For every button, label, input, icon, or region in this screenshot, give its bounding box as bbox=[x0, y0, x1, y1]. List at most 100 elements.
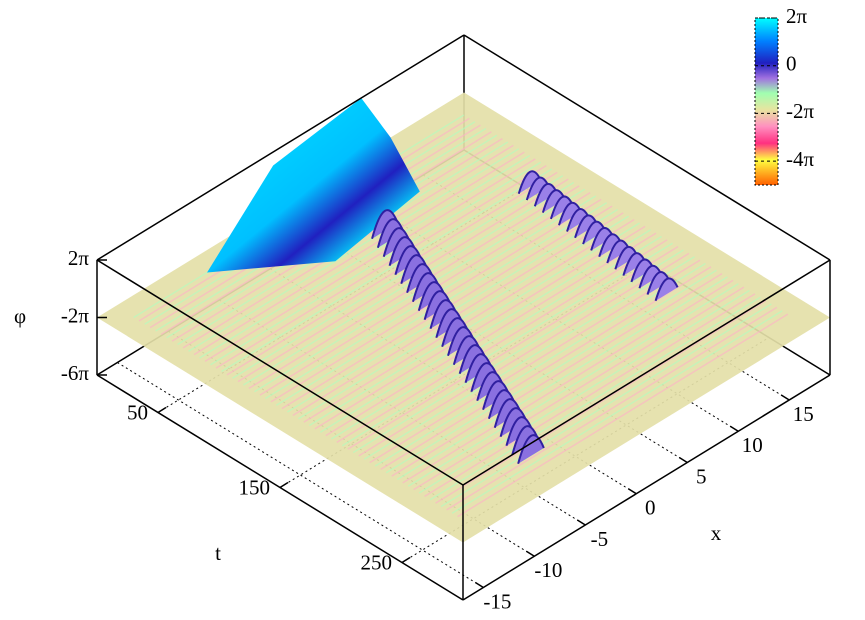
x-tick-label: -15 bbox=[483, 589, 511, 613]
colorbar-tick-label: 2π bbox=[786, 4, 808, 28]
t-axis-label: t bbox=[215, 541, 221, 565]
surface-ridge bbox=[511, 425, 539, 456]
surface-stripe bbox=[308, 222, 641, 427]
surface-ridge bbox=[371, 209, 399, 240]
box-edge bbox=[463, 34, 831, 261]
surface-ridge bbox=[464, 353, 493, 384]
surface-ridge bbox=[505, 416, 534, 447]
surface-ridge bbox=[458, 344, 487, 375]
surface-stripe bbox=[210, 161, 542, 366]
surface-stripe bbox=[451, 310, 783, 514]
surface-ridge bbox=[411, 272, 440, 303]
surface-stripe bbox=[303, 218, 635, 423]
colorbar-tick-label: -2π bbox=[786, 99, 814, 123]
box-edge bbox=[462, 259, 831, 486]
x-tick-label: 10 bbox=[742, 433, 763, 457]
surface-stripe bbox=[319, 229, 652, 433]
surface-ridge bbox=[470, 362, 499, 393]
surface-stripe bbox=[396, 276, 728, 481]
colorbar-tick-label: 0 bbox=[786, 52, 797, 76]
surface-stripe bbox=[446, 306, 778, 511]
z-axis-label: φ bbox=[14, 304, 26, 328]
surface-stripe bbox=[413, 286, 745, 491]
grid-line bbox=[117, 362, 484, 588]
colorbar-tick-label: -4π bbox=[786, 147, 814, 171]
t-tick-label: 250 bbox=[361, 550, 393, 574]
surface-ridge bbox=[423, 290, 452, 321]
surface-stripe bbox=[402, 279, 734, 484]
surface-ridge bbox=[376, 218, 405, 249]
box-edge bbox=[96, 34, 465, 261]
t-tick bbox=[401, 556, 411, 564]
surface-stripe bbox=[418, 289, 750, 494]
surface-blob bbox=[207, 98, 420, 273]
surface-ridge bbox=[476, 371, 504, 402]
surface-ridge bbox=[388, 236, 417, 267]
z-tick-label: 2π bbox=[68, 246, 90, 270]
z-tick-label: -6π bbox=[61, 361, 89, 385]
surface-ridge bbox=[417, 281, 446, 312]
surface-ridge bbox=[394, 245, 423, 276]
surface-ridge bbox=[382, 227, 411, 258]
surface-stripe bbox=[391, 272, 723, 477]
surface-stripe bbox=[429, 296, 761, 501]
surface-stripe bbox=[457, 313, 789, 518]
box-edge bbox=[462, 374, 831, 601]
surface-stripe bbox=[358, 252, 690, 457]
surface-stripe bbox=[341, 242, 673, 447]
surface-ridge bbox=[517, 434, 545, 465]
t-tick-label: 150 bbox=[239, 475, 271, 499]
surface-stripe bbox=[193, 151, 525, 356]
t-tick bbox=[279, 481, 289, 489]
box-edge bbox=[96, 259, 464, 486]
surface-ridge bbox=[452, 335, 481, 366]
surface-stripe bbox=[297, 215, 630, 420]
surface-stripe bbox=[385, 269, 717, 474]
x-tick bbox=[780, 394, 790, 401]
surface-stripe bbox=[347, 245, 679, 450]
x-tick-label: 5 bbox=[696, 464, 707, 488]
surface-stripe bbox=[435, 299, 767, 504]
x-tick bbox=[678, 456, 688, 464]
surface-stripe bbox=[221, 168, 553, 373]
surface-ridge bbox=[499, 407, 528, 438]
surface-stripe bbox=[336, 239, 668, 444]
x-tick-label: 0 bbox=[645, 496, 656, 520]
x-axis-label: x bbox=[711, 521, 722, 545]
surface-stripe bbox=[352, 249, 684, 454]
surface-stripe bbox=[232, 175, 564, 379]
z-tick-label: -2π bbox=[61, 303, 89, 327]
x-tick-label: -5 bbox=[591, 527, 609, 551]
surface-stripe bbox=[374, 262, 706, 467]
t-tick bbox=[157, 406, 167, 414]
t-tick-label: 50 bbox=[127, 400, 148, 424]
surface-ridge bbox=[406, 263, 434, 294]
surface-stripe bbox=[215, 164, 547, 369]
surface-ridge bbox=[429, 299, 458, 330]
surface-ridge bbox=[447, 326, 475, 357]
x-tick bbox=[729, 425, 739, 432]
surface-ridge bbox=[435, 308, 463, 339]
x-tick bbox=[474, 581, 484, 589]
surface-ridge bbox=[441, 317, 469, 348]
surface-ridge bbox=[400, 254, 428, 285]
x-tick bbox=[525, 550, 535, 557]
colorbar bbox=[754, 17, 779, 186]
surface-stripe bbox=[363, 256, 695, 460]
surface-stripe bbox=[204, 158, 536, 363]
surface-stripe bbox=[369, 259, 701, 464]
surface-ridge bbox=[487, 389, 516, 420]
x-tick-label: -10 bbox=[534, 558, 562, 582]
surface-stripe bbox=[226, 171, 558, 376]
x-tick-label: 15 bbox=[793, 402, 814, 426]
surface-stripe bbox=[199, 154, 531, 359]
surface-stripe bbox=[330, 235, 662, 440]
surface-stripe bbox=[314, 225, 646, 430]
surface-stripe bbox=[325, 232, 657, 437]
surface-ridge bbox=[482, 380, 510, 411]
surface-stripe bbox=[424, 293, 756, 498]
x-tick bbox=[627, 488, 637, 495]
x-tick bbox=[576, 519, 586, 526]
surface-stripe bbox=[243, 181, 575, 386]
